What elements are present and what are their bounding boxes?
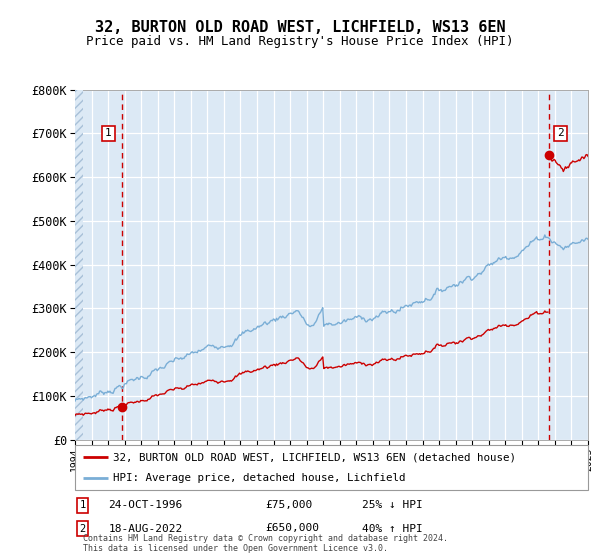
Text: 32, BURTON OLD ROAD WEST, LICHFIELD, WS13 6EN: 32, BURTON OLD ROAD WEST, LICHFIELD, WS1… [95, 20, 505, 35]
Text: 32, BURTON OLD ROAD WEST, LICHFIELD, WS13 6EN (detached house): 32, BURTON OLD ROAD WEST, LICHFIELD, WS1… [113, 452, 517, 463]
FancyBboxPatch shape [75, 445, 588, 490]
Text: £75,000: £75,000 [265, 501, 312, 510]
Text: Contains HM Land Registry data © Crown copyright and database right 2024.
This d: Contains HM Land Registry data © Crown c… [83, 534, 448, 553]
Text: 2: 2 [80, 524, 86, 534]
Text: 40% ↑ HPI: 40% ↑ HPI [362, 524, 423, 534]
Text: 1: 1 [80, 501, 86, 510]
Text: 1: 1 [105, 128, 112, 138]
Text: 24-OCT-1996: 24-OCT-1996 [109, 501, 182, 510]
Text: 2: 2 [557, 128, 564, 138]
Text: 25% ↓ HPI: 25% ↓ HPI [362, 501, 423, 510]
Text: £650,000: £650,000 [265, 524, 319, 534]
Text: 18-AUG-2022: 18-AUG-2022 [109, 524, 182, 534]
Bar [75, 90, 83, 440]
Text: HPI: Average price, detached house, Lichfield: HPI: Average price, detached house, Lich… [113, 473, 406, 483]
Text: Price paid vs. HM Land Registry's House Price Index (HPI): Price paid vs. HM Land Registry's House … [86, 35, 514, 48]
